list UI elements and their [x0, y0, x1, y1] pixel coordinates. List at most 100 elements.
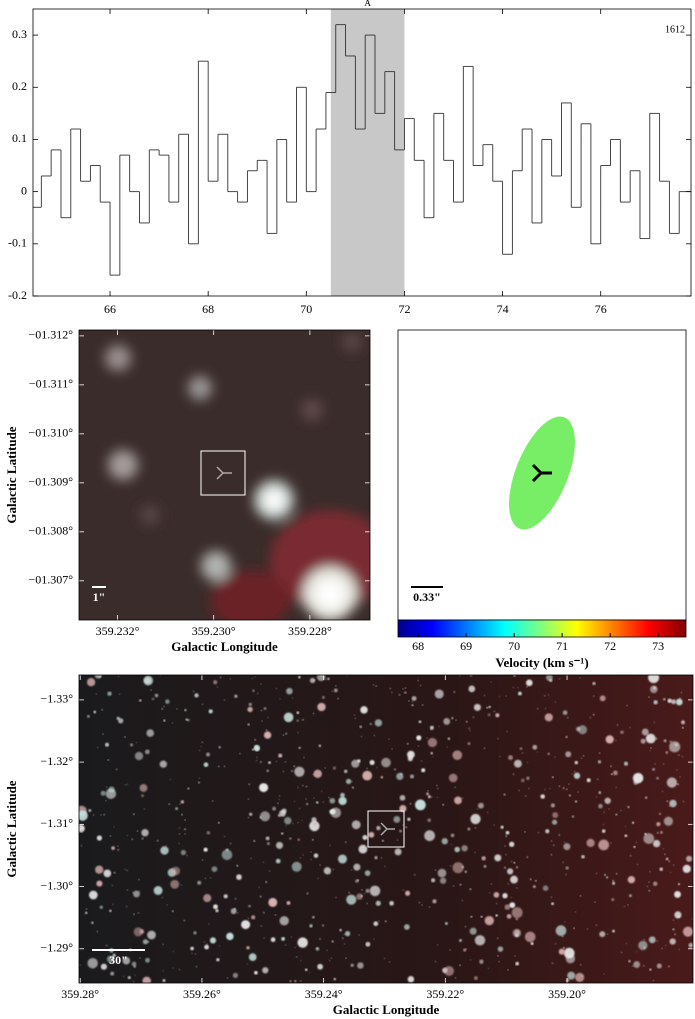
- star: [304, 968, 308, 972]
- star: [351, 786, 355, 789]
- star: [447, 737, 451, 740]
- star: [450, 833, 455, 838]
- star: [350, 963, 354, 968]
- star: [381, 757, 391, 768]
- star: [551, 962, 554, 965]
- star: [586, 778, 591, 783]
- star: [476, 808, 479, 810]
- star: [596, 778, 599, 781]
- star: [263, 707, 267, 710]
- star: [100, 963, 108, 970]
- star: [667, 965, 670, 968]
- star: [473, 976, 478, 981]
- star: [648, 675, 660, 684]
- star: [682, 726, 684, 729]
- star: [546, 675, 553, 681]
- star: [234, 694, 238, 698]
- star: [652, 839, 661, 848]
- star: [555, 925, 567, 936]
- star: [688, 942, 693, 948]
- star: [248, 953, 257, 961]
- star: [294, 980, 297, 983]
- star: [333, 688, 338, 693]
- star: [568, 783, 570, 785]
- y-tick-label: 0.2: [12, 79, 27, 93]
- star: [465, 948, 468, 950]
- star: [575, 972, 585, 983]
- star: [146, 729, 155, 737]
- star: [201, 859, 204, 861]
- star: [506, 730, 508, 733]
- star: [487, 811, 489, 814]
- star: [286, 687, 293, 695]
- star: [430, 729, 432, 731]
- star: [465, 720, 468, 723]
- star: [509, 841, 515, 847]
- star: [442, 803, 444, 806]
- star: [524, 931, 536, 943]
- star: [606, 876, 609, 879]
- star: [663, 816, 673, 826]
- star: [88, 809, 92, 812]
- y-tick-label: −01.310°: [28, 426, 73, 440]
- x-tick-label: 66: [104, 302, 116, 316]
- star: [145, 957, 150, 963]
- highlight-label: A: [364, 0, 371, 8]
- star: [405, 890, 411, 896]
- star: [415, 799, 426, 811]
- star: [141, 828, 149, 837]
- star: [133, 913, 135, 916]
- star: [268, 870, 271, 872]
- star: [662, 697, 666, 701]
- star: [317, 702, 326, 712]
- star: [200, 745, 202, 748]
- star: [389, 687, 392, 690]
- star: [346, 894, 357, 905]
- star: [112, 903, 114, 905]
- star: [215, 908, 219, 913]
- star: [299, 807, 301, 810]
- star: [313, 797, 315, 799]
- star: [598, 803, 603, 809]
- star: [131, 961, 137, 967]
- star: [306, 803, 309, 806]
- star: [455, 719, 457, 721]
- star: [648, 696, 650, 698]
- star: [649, 968, 652, 971]
- star: [373, 734, 375, 737]
- star: [507, 883, 509, 885]
- x-tick-label: 359.22°: [426, 987, 464, 1001]
- star: [117, 848, 120, 851]
- star: [298, 746, 301, 750]
- star: [579, 677, 581, 679]
- star: [515, 963, 517, 966]
- highlight-band: [330, 9, 405, 296]
- star: [558, 785, 561, 787]
- star: [247, 917, 249, 920]
- scale-bar-label: 30": [109, 953, 128, 967]
- star: [253, 840, 256, 842]
- star: [450, 844, 452, 846]
- star: [650, 747, 652, 749]
- star: [656, 963, 662, 969]
- star: [551, 776, 554, 779]
- star: [398, 693, 401, 696]
- star: [124, 784, 127, 786]
- star: [277, 802, 279, 804]
- star: [380, 776, 384, 779]
- star: [338, 796, 347, 806]
- star: [679, 697, 681, 699]
- star: [393, 815, 401, 823]
- star: [281, 832, 284, 835]
- star: [110, 971, 115, 976]
- star: [323, 867, 332, 875]
- star: [105, 944, 108, 947]
- y-tick-label: −1.31°: [40, 816, 73, 830]
- star: [316, 801, 319, 804]
- star: [479, 959, 484, 964]
- star: [550, 803, 555, 808]
- scale-bar-label: 0.33": [413, 590, 441, 604]
- star: [203, 762, 209, 768]
- star: [608, 808, 610, 810]
- star: [625, 943, 627, 945]
